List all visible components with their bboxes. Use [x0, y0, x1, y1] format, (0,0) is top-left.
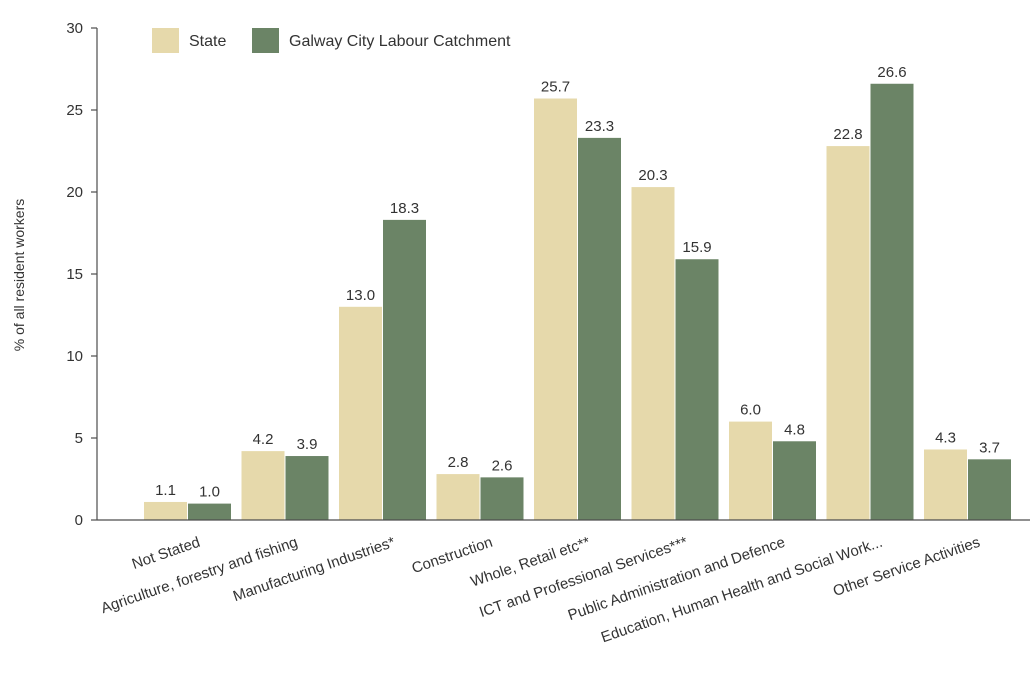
bar-value-label: 4.3 [935, 429, 956, 446]
bar-galway [773, 441, 816, 520]
bar-value-label: 3.9 [297, 436, 318, 453]
bar-value-label: 2.6 [492, 457, 513, 474]
bar-galway [578, 137, 621, 520]
bar-value-label: 26.6 [877, 64, 906, 81]
y-tick-label: 20 [66, 184, 83, 201]
y-tick-label: 15 [66, 266, 83, 283]
bar-value-label: 1.0 [199, 484, 220, 501]
bar-state [924, 449, 967, 520]
y-tick-label: 5 [75, 430, 83, 447]
bar-value-label: 25.7 [541, 79, 570, 96]
bar-value-label: 6.0 [740, 402, 761, 419]
x-category-label: Not Stated [130, 534, 203, 573]
y-tick-label: 0 [75, 512, 83, 529]
y-tick-label: 10 [66, 348, 83, 365]
bar-galway [383, 219, 426, 520]
bar-galway [188, 503, 231, 520]
bar-value-label: 15.9 [682, 239, 711, 256]
bar-state [826, 146, 870, 520]
bar-galway [285, 456, 329, 520]
y-tick-label: 30 [66, 20, 83, 37]
legend-label: Galway City Labour Catchment [289, 33, 511, 50]
bar-value-label: 22.8 [833, 126, 862, 143]
bar-galway [480, 477, 524, 520]
bar-galway [675, 259, 719, 520]
bar-value-label: 3.7 [979, 439, 1000, 456]
bar-value-label: 20.3 [638, 167, 667, 184]
bar-state [534, 98, 577, 521]
x-category-label: Manufacturing Industries* [231, 534, 398, 606]
bar-value-label: 4.2 [253, 431, 274, 448]
y-axis-title: % of all resident workers [11, 199, 27, 352]
bar-value-label: 1.1 [155, 482, 176, 499]
legend: State Galway City Labour Catchment [152, 28, 511, 53]
bar-state [241, 451, 285, 520]
y-tick-label: 25 [66, 102, 83, 119]
legend-swatch [252, 28, 279, 53]
bar-galway [968, 459, 1011, 520]
bar-state [144, 501, 187, 520]
bar-state [631, 187, 675, 520]
bar-value-label: 4.8 [784, 421, 805, 438]
bar-galway [870, 83, 914, 520]
legend-label: State [189, 33, 226, 50]
y-axis: 0 5 10 15 20 25 30 [66, 20, 98, 529]
bar-state [339, 306, 382, 520]
bar-state [729, 421, 772, 520]
value-labels: 1.1 1.0 4.2 3.9 13.0 18.3 2.8 2.6 25.7 23.3 20.3 15… [155, 64, 1000, 501]
bar-state [436, 474, 480, 520]
bar-value-label: 23.3 [585, 118, 614, 135]
bar-value-label: 18.3 [390, 200, 419, 217]
bar-value-label: 2.8 [448, 454, 469, 471]
bar-value-label: 13.0 [346, 287, 375, 304]
legend-swatch [152, 28, 179, 53]
bars [144, 83, 1011, 521]
